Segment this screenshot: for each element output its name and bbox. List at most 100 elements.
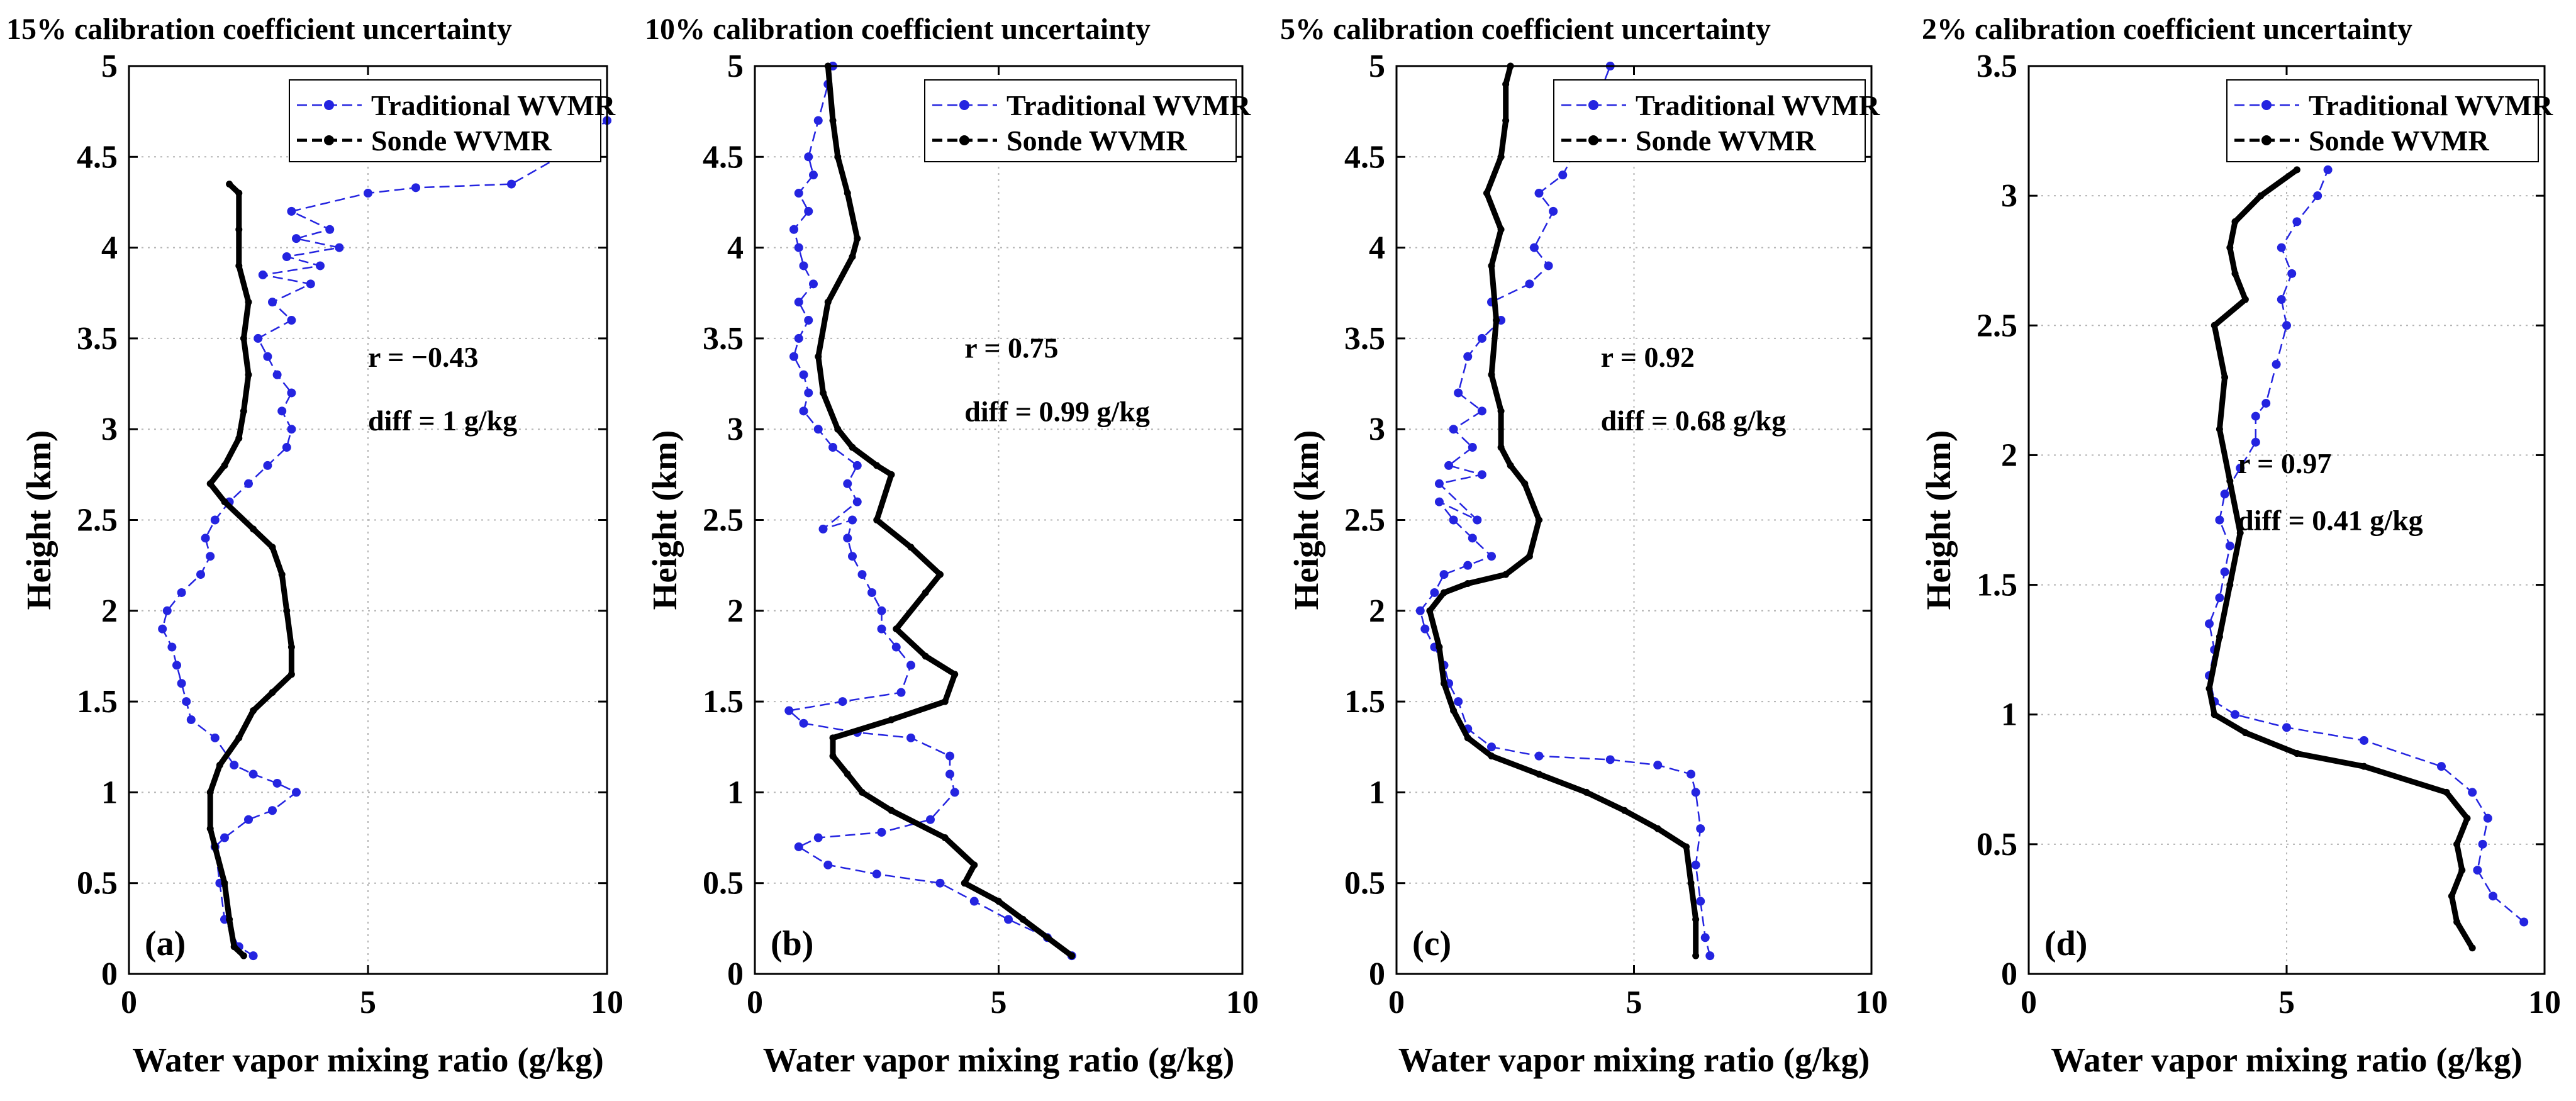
data-point-traditional: [799, 261, 808, 271]
data-point-sonde: [2468, 944, 2476, 952]
data-point-traditional: [906, 661, 915, 670]
data-point-traditional: [2282, 321, 2291, 330]
y-tick-label: 3: [727, 411, 744, 447]
data-point-sonde: [235, 435, 243, 442]
data-point-sonde: [2221, 374, 2229, 381]
data-point-sonde: [269, 544, 276, 551]
data-point-sonde: [888, 471, 895, 478]
data-point-sonde: [824, 298, 832, 306]
y-axis-label: Height (km): [645, 430, 684, 610]
y-tick-label: 3: [2001, 178, 2017, 214]
data-point-traditional: [230, 761, 239, 770]
data-point-sonde: [2293, 166, 2300, 174]
data-point-traditional: [177, 588, 186, 597]
data-point-traditional: [1525, 279, 1534, 289]
y-tick-label: 3.5: [77, 321, 118, 357]
data-point-traditional: [804, 388, 813, 398]
y-tick-label: 1.5: [703, 684, 744, 720]
data-point-sonde: [206, 825, 214, 832]
data-point-traditional: [926, 815, 935, 824]
data-point-traditional: [201, 534, 210, 543]
data-point-traditional: [852, 461, 862, 470]
data-point-traditional: [969, 897, 979, 906]
data-point-traditional: [1434, 479, 1444, 488]
data-point-traditional: [2220, 567, 2229, 576]
data-point-sonde: [235, 262, 243, 269]
data-point-sonde: [1687, 880, 1695, 887]
data-point-sonde: [941, 834, 949, 842]
data-point-traditional: [1468, 443, 1477, 452]
data-point-sonde: [849, 444, 856, 451]
y-tick-label: 3.5: [1977, 48, 2017, 84]
y-axis-label: Height (km): [20, 430, 58, 610]
data-point-traditional: [507, 179, 516, 189]
data-point-sonde: [287, 644, 295, 651]
data-point-traditional: [848, 552, 857, 561]
y-axis-label: Height (km): [1287, 430, 1325, 610]
data-point-sonde: [922, 589, 929, 596]
data-point-traditional: [877, 624, 886, 634]
x-tick-label: 10: [1855, 985, 1888, 1020]
y-tick-label: 1: [101, 774, 118, 810]
annotation-diff: diff = 1 g/kg: [368, 405, 517, 437]
data-point-traditional: [1477, 470, 1486, 479]
y-tick-label: 3.5: [1344, 321, 1385, 357]
y-tick-label: 0: [2001, 956, 2017, 992]
data-point-sonde: [961, 880, 968, 887]
y-tick-label: 2.5: [77, 503, 118, 539]
y-tick-label: 0: [727, 956, 744, 992]
data-point-traditional: [1463, 352, 1473, 361]
legend-box: [2226, 79, 2539, 162]
data-point-traditional: [794, 333, 803, 343]
data-point-traditional: [2251, 411, 2260, 421]
data-point-sonde: [221, 498, 228, 506]
x-tick-label: 10: [1226, 985, 1259, 1020]
legend-label-sonde: Sonde WVMR: [1006, 125, 1187, 157]
data-point-sonde: [1502, 81, 1510, 88]
data-point-sonde: [1044, 934, 1051, 941]
data-point-sonde: [2463, 815, 2471, 822]
x-axis-label: Water vapor mixing ratio (g/kg): [2051, 1041, 2523, 1079]
legend-marker-traditional: [959, 100, 969, 110]
data-point-sonde: [2257, 192, 2265, 199]
y-tick-label: 3: [101, 411, 118, 447]
x-tick-label: 0: [1388, 985, 1405, 1020]
data-point-traditional: [277, 406, 287, 416]
y-tick-label: 2: [101, 593, 118, 629]
legend-box: [924, 79, 1237, 162]
data-point-sonde: [941, 698, 949, 705]
data-point-traditional: [2437, 762, 2446, 771]
y-tick-label: 1.5: [1344, 684, 1385, 720]
data-point-sonde: [240, 952, 247, 959]
data-point-traditional: [877, 606, 886, 615]
data-point-traditional: [244, 479, 253, 488]
y-tick-label: 2.5: [703, 503, 744, 539]
data-point-sonde: [888, 716, 895, 724]
data-point-traditional: [2478, 839, 2487, 849]
y-tick-label: 4.5: [1344, 139, 1385, 175]
data-point-traditional: [2236, 464, 2245, 473]
data-point-sonde: [1488, 752, 1495, 760]
data-point-sonde: [1441, 589, 1447, 596]
y-tick-label: 5: [101, 48, 118, 84]
data-point-sonde: [1488, 262, 1495, 269]
data-point-traditional: [1487, 552, 1496, 561]
data-point-traditional: [906, 733, 915, 742]
data-point-sonde: [2205, 685, 2213, 692]
data-point-sonde: [834, 425, 842, 433]
data-point-traditional: [1449, 515, 1458, 525]
data-point-sonde: [1521, 480, 1529, 488]
data-point-traditional: [804, 206, 813, 216]
data-point-traditional: [1549, 206, 1558, 216]
panel-label: (c): [1412, 924, 1451, 963]
y-tick-label: 2: [727, 593, 744, 629]
series-line-traditional: [161, 120, 608, 957]
data-point-traditional: [2205, 619, 2214, 629]
data-point-sonde: [951, 671, 959, 678]
data-point-traditional: [1558, 170, 1568, 180]
data-point-sonde: [2293, 750, 2300, 757]
data-point-sonde: [1683, 843, 1690, 851]
data-point-traditional: [799, 406, 808, 416]
data-point-sonde: [1464, 580, 1471, 588]
